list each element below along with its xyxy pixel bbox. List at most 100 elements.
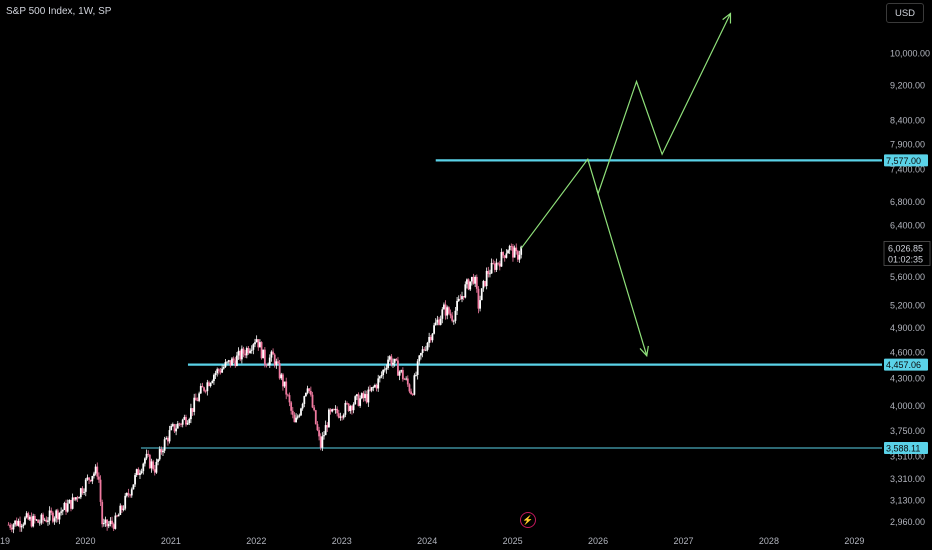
time-axis[interactable]: 2019 2020 2021 2022 2023 2024 2025 2026 2027 2028… xyxy=(0,536,864,546)
candle-body xyxy=(406,378,409,385)
y-tick-label: 6,800.00 xyxy=(890,197,925,207)
candle-body xyxy=(199,386,202,394)
candle-body xyxy=(377,378,380,389)
candle-body xyxy=(459,298,462,300)
x-tick-label: 2023 xyxy=(332,536,352,546)
candle-body xyxy=(234,360,237,366)
price-axis[interactable]: 10,000.00 9,200.00 8,400.00 7,900.00 7,400.0… xyxy=(890,49,930,528)
candle-body xyxy=(140,471,143,474)
candle-body xyxy=(239,350,242,360)
x-tick-label: 2022 xyxy=(246,536,266,546)
candle-body xyxy=(130,489,133,496)
candle-body xyxy=(390,356,393,365)
candle-body xyxy=(313,407,316,411)
candle-body xyxy=(444,304,447,316)
candle-body xyxy=(457,298,460,301)
candle-body xyxy=(300,408,302,416)
candle-body xyxy=(209,382,212,387)
candle-body xyxy=(431,333,434,341)
candle-body xyxy=(321,436,324,448)
candle-body xyxy=(369,389,371,391)
x-tick-label: 2021 xyxy=(161,536,181,546)
x-tick-label: 2020 xyxy=(75,536,95,546)
candle-body xyxy=(423,349,426,351)
candle-body xyxy=(512,246,514,258)
candle-body xyxy=(508,246,511,251)
candle-body xyxy=(145,453,148,459)
candle-body xyxy=(280,374,283,379)
candle-body xyxy=(27,513,30,520)
candle-body xyxy=(510,246,513,247)
candle-body xyxy=(337,413,340,418)
candle-body xyxy=(351,406,353,411)
candle-body xyxy=(96,466,99,477)
candle-body xyxy=(122,508,125,510)
candle-body xyxy=(102,522,105,525)
horizontal-levels xyxy=(140,159,882,449)
candle-body xyxy=(45,519,48,522)
candle-body xyxy=(112,524,115,529)
currency-button[interactable]: USD xyxy=(886,3,924,23)
candle-body xyxy=(117,514,120,517)
candle-body xyxy=(316,424,319,431)
candle-body xyxy=(129,494,132,496)
candle-body xyxy=(135,469,138,476)
candle-body xyxy=(142,463,145,472)
candle-body xyxy=(71,497,74,509)
candle-body xyxy=(55,510,58,519)
candle-body xyxy=(58,512,61,520)
candle-body xyxy=(176,423,179,429)
candle-body xyxy=(222,367,225,369)
candle-body xyxy=(81,488,84,493)
candle-body xyxy=(86,477,89,480)
candle-body xyxy=(446,307,449,316)
bar-countdown: 01:02:35 xyxy=(888,254,923,264)
candle-body xyxy=(255,339,258,343)
candle-body xyxy=(206,382,209,392)
candle-body xyxy=(160,449,163,453)
candle-body xyxy=(75,497,77,500)
candles xyxy=(7,243,523,534)
candle-body xyxy=(124,495,127,509)
candle-body xyxy=(436,319,439,323)
candle-body xyxy=(33,515,36,521)
candle-body xyxy=(173,424,176,432)
candle-body xyxy=(180,424,182,425)
candle-body xyxy=(484,281,486,287)
candle-body xyxy=(9,524,12,528)
level-label-bg xyxy=(884,154,928,167)
candle-body xyxy=(185,417,187,425)
level-label: 7,577.00 xyxy=(886,156,921,166)
y-tick-label: 10,000.00 xyxy=(890,49,930,59)
candle-body xyxy=(293,414,296,423)
projection-paths xyxy=(520,12,732,358)
candle-body xyxy=(490,262,493,274)
candle-body xyxy=(116,515,118,517)
candle-body xyxy=(229,360,232,366)
candle-body xyxy=(216,369,219,374)
candle-body xyxy=(236,355,238,366)
candle-body xyxy=(84,479,87,492)
candle-body xyxy=(52,512,54,522)
candle-body xyxy=(311,394,314,408)
candle-body xyxy=(277,361,279,364)
candle-body xyxy=(93,473,95,476)
candle-body xyxy=(242,348,245,354)
candle-body xyxy=(314,410,317,425)
candle-body xyxy=(250,349,253,351)
candle-body xyxy=(68,499,71,504)
candle-body xyxy=(515,247,518,252)
candle-body xyxy=(480,288,483,301)
candle-body xyxy=(397,360,399,376)
lightning-icon[interactable]: ⚡ xyxy=(520,512,536,528)
candle-body xyxy=(429,336,432,341)
candle-body xyxy=(247,348,250,353)
y-tick-label: 4,000.00 xyxy=(890,401,925,411)
candle-body xyxy=(492,262,495,264)
y-tick-label: 7,400.00 xyxy=(890,164,925,174)
candle-body xyxy=(272,351,274,355)
candle-body xyxy=(329,409,332,412)
candle-body xyxy=(183,417,186,420)
candle-body xyxy=(119,505,122,515)
